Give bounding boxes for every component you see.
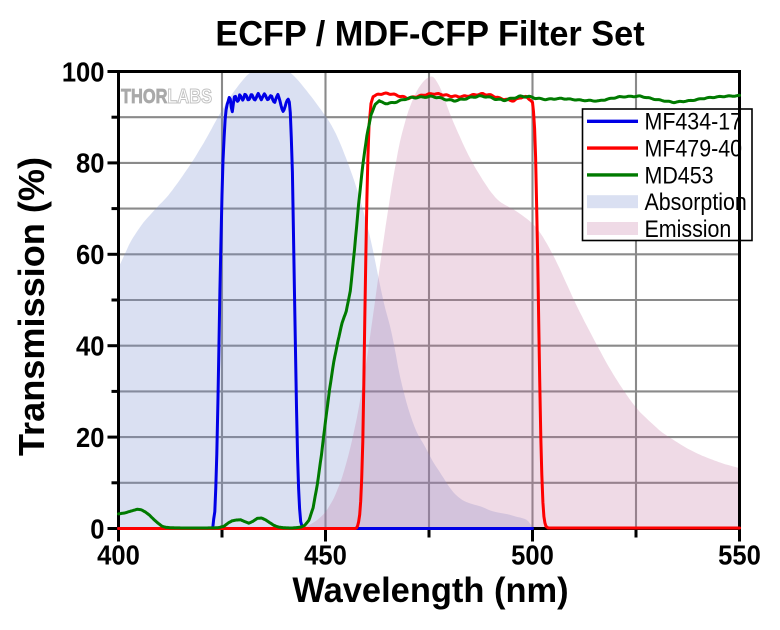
svg-text:20: 20 <box>76 422 104 453</box>
svg-text:550: 550 <box>718 540 761 571</box>
svg-text:80: 80 <box>76 148 104 179</box>
svg-text:40: 40 <box>76 331 104 362</box>
svg-text:ECFP / MDF-CFP Filter Set: ECFP / MDF-CFP Filter Set <box>215 15 645 53</box>
svg-text:MF479-40: MF479-40 <box>645 135 743 161</box>
svg-text:450: 450 <box>304 540 347 571</box>
svg-text:Wavelength (nm): Wavelength (nm) <box>292 572 568 610</box>
svg-text:MD453: MD453 <box>645 162 714 188</box>
svg-text:MF434-17: MF434-17 <box>645 109 743 135</box>
svg-text:60: 60 <box>76 239 104 270</box>
svg-text:400: 400 <box>97 540 140 571</box>
svg-text:THORLABS: THORLABS <box>121 84 212 107</box>
svg-text:Absorption: Absorption <box>645 189 747 215</box>
svg-text:Transmission (%): Transmission (%) <box>11 157 52 456</box>
svg-text:0: 0 <box>90 513 104 544</box>
svg-text:Emission: Emission <box>645 216 732 242</box>
svg-text:500: 500 <box>511 540 554 571</box>
svg-text:100: 100 <box>62 56 105 87</box>
